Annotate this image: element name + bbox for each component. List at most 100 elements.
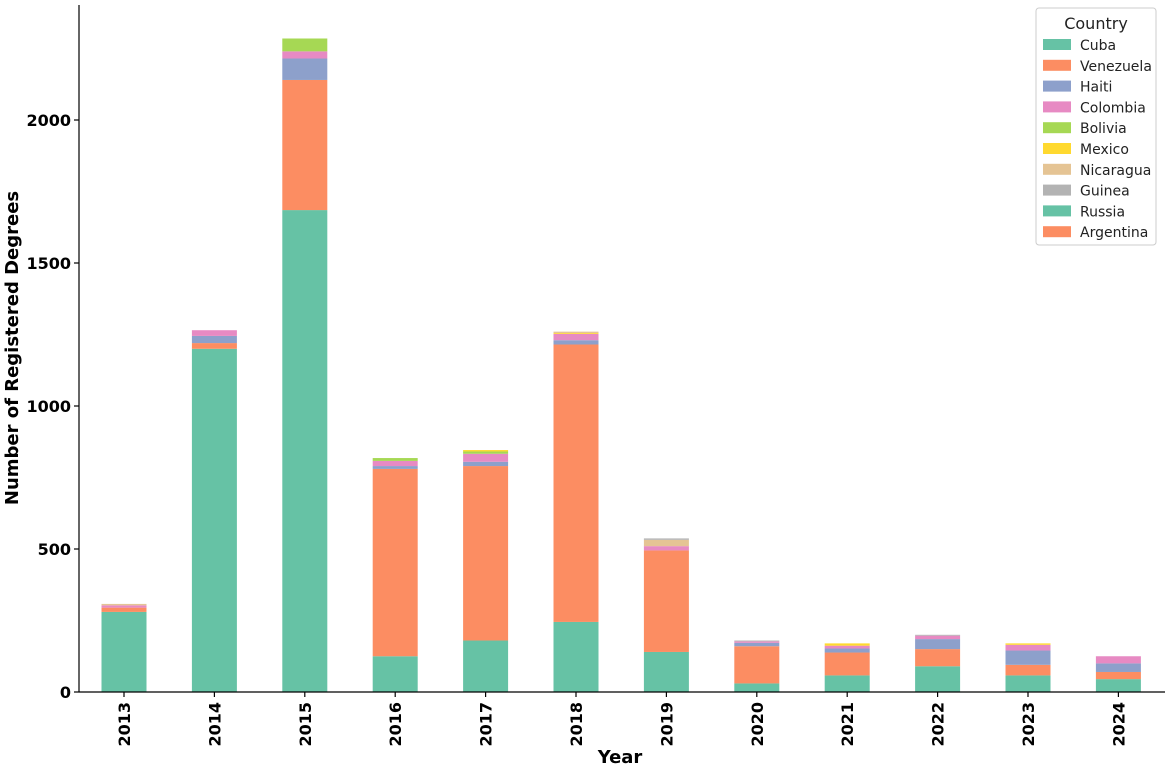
- x-tick-label: 2017: [477, 702, 496, 747]
- legend-swatch-mexico: [1043, 143, 1071, 154]
- legend-label-argentina: Argentina: [1080, 225, 1148, 241]
- bar-segment-venezuela-2023: [1005, 664, 1051, 676]
- legend-label-mexico: Mexico: [1080, 142, 1129, 158]
- bar-segment-venezuela-2019: [643, 550, 689, 652]
- bar-segment-cuba-2014: [191, 348, 237, 692]
- bar-segment-colombia-2022: [915, 635, 961, 640]
- bar-segment-haiti-2018: [553, 340, 599, 345]
- bar-segment-cuba-2022: [915, 666, 961, 692]
- bar-segment-haiti-2022: [915, 639, 961, 650]
- bar-segment-bolivia-2016: [372, 458, 418, 461]
- x-tick-label: 2016: [386, 702, 405, 747]
- legend-swatch-venezuela: [1043, 59, 1071, 71]
- bar-segment-colombia-2013: [101, 605, 147, 608]
- x-ticks: 2013 2014 2015 2016 2017 2018 2019 2020 2021 2022…: [115, 692, 1128, 747]
- legend-swatch-haiti: [1043, 80, 1071, 92]
- bar-segment-venezuela-2021: [824, 652, 870, 676]
- bar-segment-cuba-2013: [101, 611, 147, 692]
- legend-swatch-cuba: [1043, 39, 1071, 50]
- bars-layer: [101, 38, 1141, 692]
- bar-segment-venezuela-2018: [553, 344, 599, 622]
- bar-segment-mexico-2018: [553, 333, 599, 334]
- x-tick-label: 2021: [838, 702, 857, 747]
- legend-label-haiti: Haiti: [1080, 80, 1112, 96]
- bar-segment-colombia-2018: [553, 333, 599, 341]
- legend-label-venezuela: Venezuela: [1080, 59, 1152, 75]
- bar-segment-haiti-2017: [463, 461, 509, 467]
- bar-segment-mexico-2023: [1005, 643, 1051, 645]
- y-tick-label: 1500: [26, 254, 71, 273]
- bar-segment-haiti-2024: [1095, 663, 1141, 672]
- bar-segment-cuba-2023: [1005, 675, 1051, 692]
- bar-segment-cuba-2019: [643, 651, 689, 692]
- bar-segment-bolivia-2017: [463, 451, 509, 454]
- legend: Country Cuba Venezuela Haiti Colombia Bolivi…: [1035, 7, 1157, 246]
- x-tick-label: 2020: [748, 702, 767, 747]
- x-tick-label: 2018: [567, 702, 586, 747]
- legend-swatch-bolivia: [1043, 122, 1071, 134]
- bar-segment-haiti-2020: [734, 642, 780, 647]
- bar-segment-mexico-2021: [824, 643, 870, 646]
- y-tick-label: 2000: [26, 111, 71, 130]
- legend-swatch-guinea: [1043, 184, 1071, 196]
- bar-segment-colombia-2016: [372, 460, 418, 467]
- y-axis-title: Number of Registered Degrees: [2, 191, 23, 505]
- bar-segment-colombia-2019: [643, 546, 689, 551]
- bar-segment-cuba-2018: [553, 621, 599, 692]
- bar-segment-nicaragua-2013: [101, 603, 147, 606]
- x-tick-label: 2024: [1109, 702, 1128, 747]
- bar-segment-guinea-2019: [643, 538, 689, 540]
- bar-segment-colombia-2015: [282, 51, 328, 59]
- bar-segment-venezuela-2020: [734, 646, 780, 684]
- bar-segment-nicaragua-2018: [553, 331, 599, 334]
- legend-label-bolivia: Bolivia: [1080, 121, 1127, 137]
- axes-layer: [78, 5, 1165, 693]
- bar-segment-haiti-2015: [282, 58, 328, 80]
- legend-label-nicaragua: Nicaragua: [1080, 163, 1151, 179]
- x-tick-label: 2014: [205, 702, 224, 747]
- y-ticks: 0 500 1000 1500 2000: [26, 111, 79, 702]
- legend-label-cuba: Cuba: [1080, 38, 1116, 54]
- bar-segment-mexico-2017: [463, 450, 509, 452]
- bar-segment-haiti-2023: [1005, 650, 1051, 665]
- bar-segment-guinea-2022: [915, 634, 961, 636]
- bar-segment-cuba-2016: [372, 656, 418, 692]
- legend-swatch-colombia: [1043, 101, 1071, 113]
- bar-segment-venezuela-2015: [282, 79, 328, 211]
- y-tick-label: 1000: [26, 397, 71, 416]
- bar-segment-nicaragua-2019: [643, 539, 689, 547]
- bar-segment-venezuela-2022: [915, 649, 961, 667]
- y-tick-label: 0: [60, 683, 71, 702]
- bar-segment-cuba-2021: [824, 675, 870, 692]
- bar-segment-cuba-2017: [463, 640, 509, 692]
- bar-segment-bolivia-2015: [282, 38, 328, 52]
- bar-segment-venezuela-2024: [1095, 671, 1141, 680]
- x-tick-label: 2022: [929, 702, 948, 747]
- bar-segment-colombia-2024: [1095, 656, 1141, 664]
- bar-segment-haiti-2014: [191, 335, 237, 344]
- legend-swatch-argentina: [1043, 226, 1071, 238]
- legend-swatch-russia: [1043, 205, 1071, 217]
- bar-segment-guinea-2020: [734, 640, 780, 642]
- bar-segment-cuba-2024: [1095, 679, 1141, 692]
- bar-segment-colombia-2017: [463, 453, 509, 462]
- bar-segment-colombia-2023: [1005, 644, 1051, 651]
- legend-swatch-nicaragua: [1043, 163, 1071, 175]
- bar-segment-haiti-2016: [372, 466, 418, 469]
- x-tick-label: 2019: [657, 702, 676, 747]
- legend-label-guinea: Guinea: [1080, 184, 1130, 200]
- x-tick-label: 2015: [296, 702, 315, 747]
- bar-segment-colombia-2014: [191, 330, 237, 336]
- legend-label-russia: Russia: [1080, 204, 1125, 220]
- bar-segment-venezuela-2013: [101, 607, 147, 612]
- x-tick-label: 2013: [115, 702, 134, 747]
- bar-segment-haiti-2021: [824, 648, 870, 653]
- legend-label-colombia: Colombia: [1080, 100, 1146, 116]
- x-axis-title: Year: [597, 747, 643, 768]
- bar-segment-cuba-2015: [282, 210, 328, 692]
- legend-items: Cuba Venezuela Haiti Colombia Bolivia Mexico N…: [1043, 38, 1152, 241]
- bar-segment-cuba-2020: [734, 683, 780, 692]
- bar-segment-colombia-2020: [734, 641, 780, 643]
- bar-segment-colombia-2021: [824, 645, 870, 649]
